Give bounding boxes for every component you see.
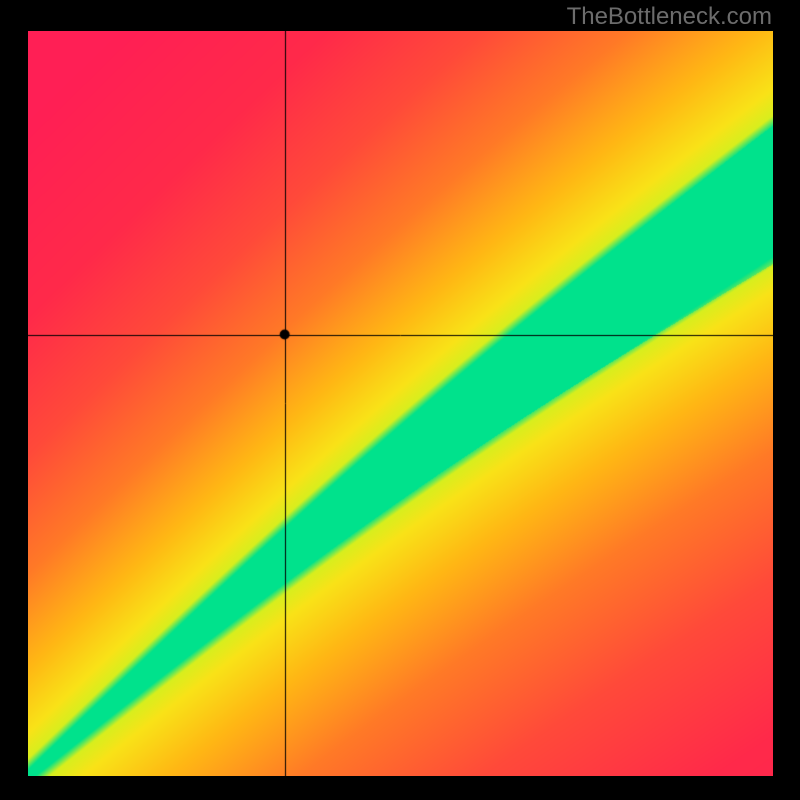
chart-container: { "chart": { "type": "heatmap", "canvas_…: [0, 0, 800, 800]
bottleneck-heatmap: [28, 31, 773, 776]
watermark-text: TheBottleneck.com: [567, 3, 772, 31]
